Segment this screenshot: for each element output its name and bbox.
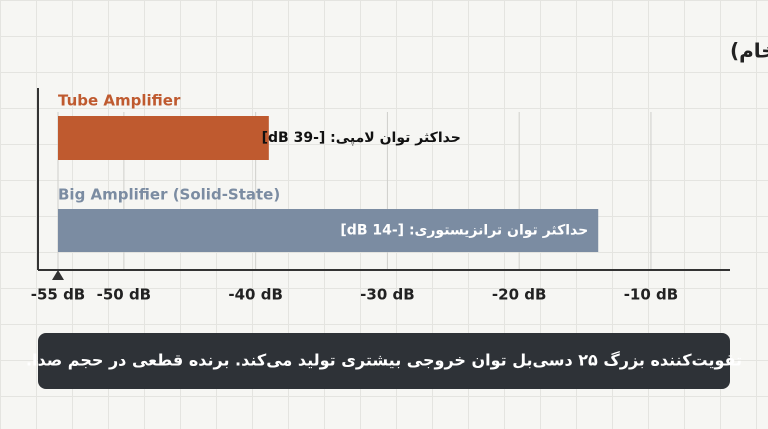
- x-tick-label: -20 dB: [492, 286, 547, 304]
- bar: [58, 209, 599, 252]
- caption: تقویت‌کننده بزرگ ۲۵ دسی‌بل توان خروجی بی…: [26, 351, 742, 370]
- axis-marker: [52, 270, 64, 280]
- bar: [58, 116, 269, 160]
- value-label: حداکثر توان ترانزیستوری: [-14 dB]: [340, 223, 588, 239]
- x-tick-label: -10 dB: [624, 286, 679, 304]
- value-label: حداکثر توان لامپی: [-39 dB]: [262, 130, 461, 146]
- x-tick-label: -55 dB: [31, 286, 86, 304]
- caption-box: [38, 333, 730, 389]
- x-tick-label: -50 dB: [97, 286, 152, 304]
- x-tick-label: -30 dB: [360, 286, 415, 304]
- category-label: Tube Amplifier: [58, 92, 181, 110]
- category-label: Big Amplifier (Solid-State): [58, 186, 280, 204]
- chart-title: آزمون دوم: حداکثر گین (قدرت خام): [730, 38, 768, 63]
- x-tick-label: -40 dB: [228, 286, 283, 304]
